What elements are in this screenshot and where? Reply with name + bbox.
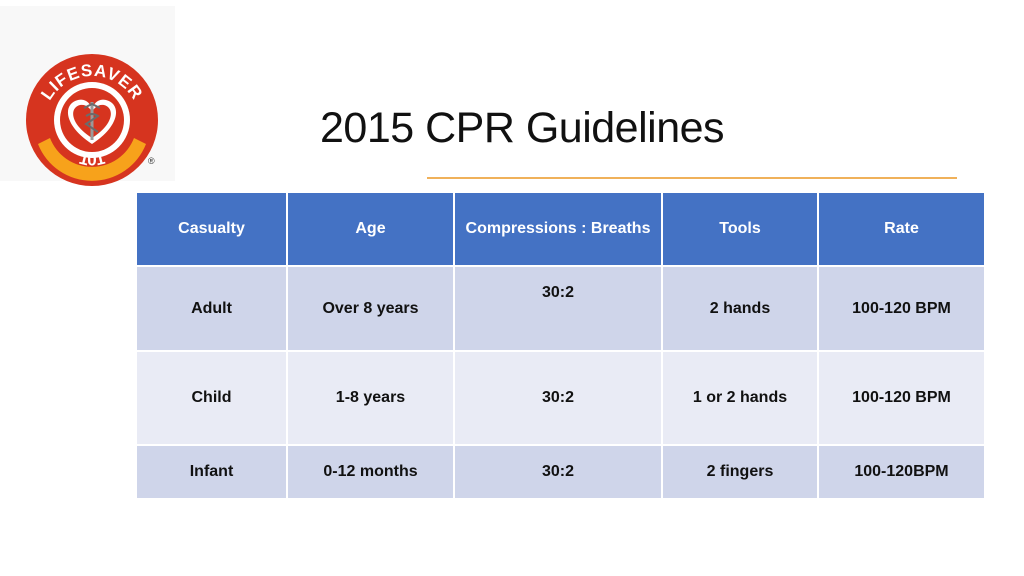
cell-rate: 100-120BPM (818, 445, 984, 500)
header-tools: Tools (662, 193, 819, 267)
table-row: Child 1-8 years 30:2 1 or 2 hands 100-12… (137, 351, 984, 446)
cell-casualty: Adult (137, 266, 288, 352)
registered-mark: ® (148, 156, 155, 166)
header-age: Age (287, 193, 455, 267)
cell-tools: 1 or 2 hands (662, 351, 819, 446)
cell-tools: 2 fingers (662, 445, 819, 500)
header-casualty: Casualty (137, 193, 288, 267)
table-header-row: Casualty Age Compressions : Breaths Tool… (137, 193, 984, 267)
cell-ratio: 30:2 (454, 266, 663, 352)
cell-age: 1-8 years (287, 351, 455, 446)
svg-text:101: 101 (77, 149, 107, 170)
header-compressions-breaths: Compressions : Breaths (454, 193, 663, 267)
cpr-guidelines-table: Casualty Age Compressions : Breaths Tool… (137, 193, 984, 500)
cell-ratio: 30:2 (454, 445, 663, 500)
cell-age: Over 8 years (287, 266, 455, 352)
title-underline (427, 177, 957, 179)
lifesaver-101-logo: LIFESAVER 101 ® (26, 54, 158, 186)
logo-text-bottom: 101 (77, 149, 107, 170)
cell-rate: 100-120 BPM (818, 266, 984, 352)
table-row: Infant 0-12 months 30:2 2 fingers 100-12… (137, 445, 984, 500)
cell-age: 0-12 months (287, 445, 455, 500)
cell-casualty: Child (137, 351, 288, 446)
table-row: Adult Over 8 years 30:2 2 hands 100-120 … (137, 266, 984, 352)
cell-rate: 100-120 BPM (818, 351, 984, 446)
slide-title: 2015 CPR Guidelines (320, 104, 725, 152)
cell-tools: 2 hands (662, 266, 819, 352)
cell-ratio: 30:2 (454, 351, 663, 446)
header-rate: Rate (818, 193, 984, 267)
cell-casualty: Infant (137, 445, 288, 500)
